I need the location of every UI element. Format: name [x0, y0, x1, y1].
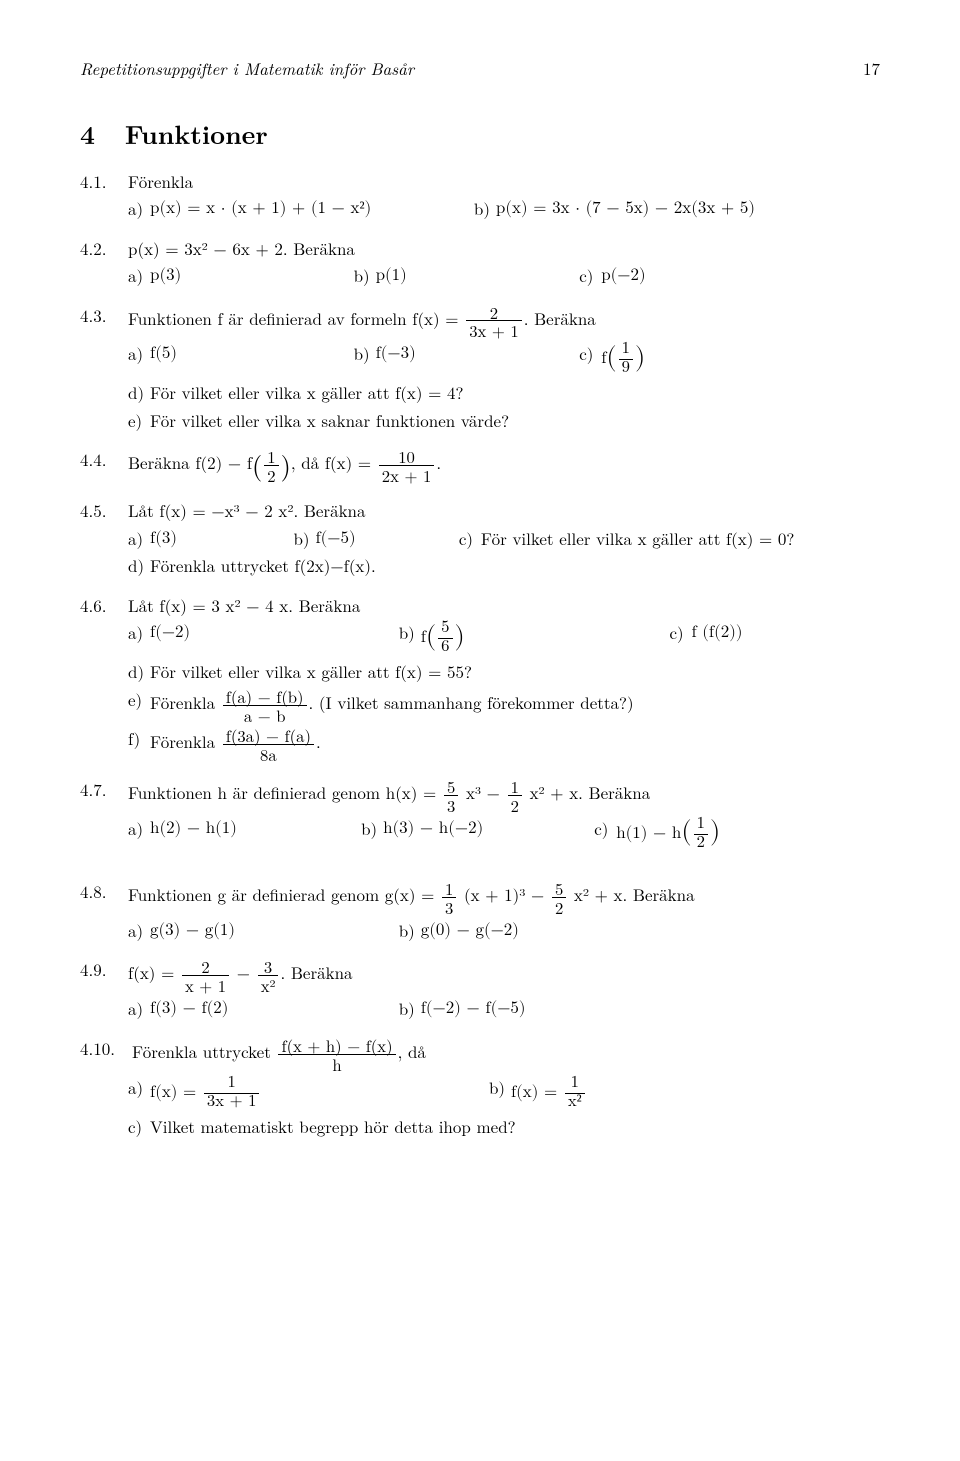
sub-b: f(−3) [376, 341, 416, 367]
sub-letter: a) [128, 526, 150, 552]
sub-letter: a) [128, 1075, 150, 1101]
sub-c: f(19) [601, 341, 645, 378]
sub-d: För vilket eller vilka x gäller att f(x)… [150, 659, 472, 685]
problem-4-4: 4.4. Beräkna f(2) − f(12), då f(x) = 102… [80, 447, 880, 484]
problem-lead: Funktionen f är definierad av formeln f(… [128, 303, 596, 340]
problem-lead: f(x) = 2x + 1 − 3x². Beräkna [128, 957, 353, 994]
sub-b: f(−5) [315, 526, 355, 552]
sub-letter: d) [128, 553, 150, 579]
problem-number: 4.5. [80, 498, 128, 524]
problem-4-10: 4.10. Förenkla uttrycket f(x + h) − f(x)… [80, 1036, 880, 1139]
sub-b: h(3) − h(−2) [383, 816, 483, 842]
sub-letter: b) [293, 526, 315, 552]
sub-c: f (f(2)) [691, 620, 742, 646]
problem-4-2: 4.2. p(x) = 3x² − 6x + 2. Beräkna a)p(3)… [80, 236, 880, 289]
sub-letter: a) [128, 996, 150, 1022]
sub-letter: c) [594, 816, 616, 842]
sub-b: f(−2) − f(−5) [421, 996, 526, 1022]
section-heading: 4 Funktioner [80, 114, 880, 153]
sub-letter: d) [128, 659, 150, 685]
sub-letter: b) [399, 918, 421, 944]
problem-number: 4.9. [80, 957, 128, 994]
sub-letter: f) [128, 726, 150, 752]
problem-lead: Låt f(x) = 3 x² − 4 x. Beräkna [128, 593, 360, 619]
problem-lead: Funktionen g är definierad genom g(x) = … [128, 879, 695, 916]
sub-c: För vilket eller vilka x gäller att f(x)… [481, 526, 795, 552]
problem-4-5: 4.5. Låt f(x) = −x³ − 2 x². Beräkna a)f(… [80, 498, 880, 579]
problem-number: 4.8. [80, 879, 128, 916]
sub-c: Vilket matematiskt begrepp hör detta iho… [150, 1114, 516, 1140]
sub-letter: d) [128, 380, 150, 406]
sub-a: f(3) − f(2) [150, 996, 228, 1022]
problem-number: 4.4. [80, 447, 128, 484]
sub-letter: c) [579, 341, 601, 367]
sub-letter: c) [669, 620, 691, 646]
sub-letter: b) [354, 341, 376, 367]
sub-b: f(x) = 1x² [511, 1075, 587, 1112]
sub-d: Förenkla uttrycket f(2x)−f(x). [150, 553, 376, 579]
problem-lead: p(x) = 3x² − 6x + 2. Beräkna [128, 236, 355, 262]
sub-letter: a) [128, 620, 150, 646]
problem-4-3: 4.3. Funktionen f är definierad av forme… [80, 303, 880, 434]
sub-letter: c) [128, 1114, 150, 1140]
problem-4-8: 4.8. Funktionen g är definierad genom g(… [80, 879, 880, 943]
sub-letter: c) [579, 263, 601, 289]
problem-number: 4.7. [80, 777, 128, 814]
problem-4-9: 4.9. f(x) = 2x + 1 − 3x². Beräkna a)f(3)… [80, 957, 880, 1021]
page-number: 17 [863, 56, 880, 82]
problem-lead: Funktionen h är definierad genom h(x) = … [128, 777, 650, 814]
sub-letter: a) [128, 918, 150, 944]
header-title: Repetitionsuppgifter i Matematik inför B… [80, 56, 414, 82]
sub-b: g(0) − g(−2) [421, 918, 519, 944]
sub-e: För vilket eller vilka x saknar funktion… [150, 408, 509, 434]
sub-a: f(3) [150, 526, 177, 552]
sub-d: För vilket eller vilka x gäller att f(x)… [150, 380, 464, 406]
problem-lead: Förenkla uttrycket f(x + h) − f(x)h, då [132, 1036, 426, 1073]
sub-a: f(−2) [150, 620, 190, 646]
sub-letter: e) [128, 687, 150, 713]
problem-number: 4.10. [80, 1036, 132, 1073]
sub-letter: a) [128, 341, 150, 367]
problem-lead: Beräkna f(2) − f(12), då f(x) = 102x + 1… [128, 447, 441, 484]
sub-a: f(5) [150, 341, 177, 367]
problem-4-6: 4.6. Låt f(x) = 3 x² − 4 x. Beräkna a)f(… [80, 593, 880, 763]
sub-letter: a) [128, 816, 150, 842]
problem-number: 4.6. [80, 593, 128, 619]
sub-b: p(1) [376, 263, 407, 289]
sub-a: g(3) − g(1) [150, 918, 235, 944]
page-header: Repetitionsuppgifter i Matematik inför B… [80, 56, 880, 82]
sub-letter: a) [128, 263, 150, 289]
section-number: 4 [80, 115, 95, 152]
sub-letter: b) [399, 620, 421, 646]
sub-letter: b) [354, 263, 376, 289]
sub-letter: b) [489, 1075, 511, 1101]
sub-letter: b) [361, 816, 383, 842]
problem-4-7: 4.7. Funktionen h är definierad genom h(… [80, 777, 880, 853]
sub-b: f(56) [421, 620, 465, 657]
problem-number: 4.2. [80, 236, 128, 262]
sub-letter: a) [128, 196, 150, 222]
problem-lead: Förenkla [128, 169, 193, 195]
sub-b: p(x) = 3x · (7 − 5x) − 2x(3x + 5) [496, 196, 755, 222]
sub-a: f(x) = 13x + 1 [150, 1075, 261, 1112]
sub-a: p(3) [150, 263, 181, 289]
section-title: Funktioner [125, 115, 268, 152]
problem-lead: Låt f(x) = −x³ − 2 x². Beräkna [128, 498, 366, 524]
sub-letter: c) [459, 526, 481, 552]
sub-letter: b) [474, 196, 496, 222]
sub-letter: b) [399, 996, 421, 1022]
sub-a: h(2) − h(1) [150, 816, 237, 842]
sub-c: h(1) − h(12) [616, 816, 720, 853]
problem-number: 4.3. [80, 303, 128, 340]
problem-number: 4.1. [80, 169, 128, 195]
sub-a: p(x) = x · (x + 1) + (1 − x²) [150, 196, 371, 222]
sub-f: Förenkla f(3a) − f(a)8a. [150, 726, 321, 763]
sub-c: p(−2) [601, 263, 645, 289]
problem-4-1: 4.1. Förenkla a)p(x) = x · (x + 1) + (1 … [80, 169, 880, 222]
sub-e: Förenkla f(a) − f(b)a − b. (I vilket sam… [150, 687, 634, 724]
sub-letter: e) [128, 408, 150, 434]
